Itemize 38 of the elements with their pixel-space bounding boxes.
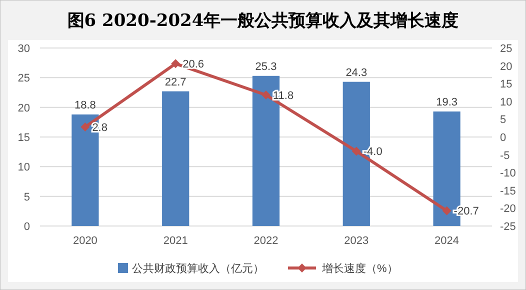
y-tick-label: 15	[18, 132, 30, 144]
y2-tick-label: 0	[500, 132, 506, 144]
data-label: 22.7	[164, 76, 186, 88]
x-tick-label: 2020	[72, 235, 98, 247]
y-tick-label: 5	[24, 191, 30, 204]
data-label: 20.6	[182, 58, 204, 71]
y2-tick-label: -15	[500, 185, 516, 198]
x-tick-label: 2022	[254, 235, 278, 247]
y2-tick-label: -10	[500, 168, 516, 180]
legend-label: 增长速度（%）	[321, 262, 398, 275]
y-tick-label: 20	[18, 102, 30, 114]
y2-tick-label: 20	[500, 60, 512, 73]
y2-tick-label: 10	[500, 96, 512, 108]
data-label: 24.3	[346, 66, 368, 79]
y2-tick-label: -20	[500, 203, 516, 216]
y-tick-label: 25	[18, 72, 30, 85]
y-tick-label: 0	[24, 221, 30, 233]
point	[80, 122, 90, 132]
x-tick-label: 2021	[163, 235, 188, 247]
chart-title: 图6 2020-2024年一般公共预算收入及其增长速度	[67, 11, 459, 31]
data-label: 19.3	[436, 96, 458, 108]
y2-tick-label: -25	[500, 221, 516, 233]
bar	[162, 91, 190, 226]
point	[171, 59, 180, 68]
y2-tick-label: 5	[500, 114, 506, 126]
point	[262, 90, 270, 100]
point	[352, 146, 361, 156]
point	[442, 206, 452, 216]
x-tick-label: 2023	[344, 235, 369, 247]
y-tick-label: 30	[18, 43, 30, 55]
y2-tick-label: 25	[500, 43, 512, 55]
data-label: 18.8	[74, 99, 96, 112]
legend-label: 公共财政预算收入（亿元）	[132, 262, 264, 275]
data-label: 25.3	[255, 60, 277, 73]
y-tick-label: 10	[18, 162, 30, 174]
y2-tick-label: 15	[500, 78, 512, 91]
x-tick-label: 2024	[434, 235, 460, 247]
y2-tick-label: -5	[500, 150, 510, 162]
